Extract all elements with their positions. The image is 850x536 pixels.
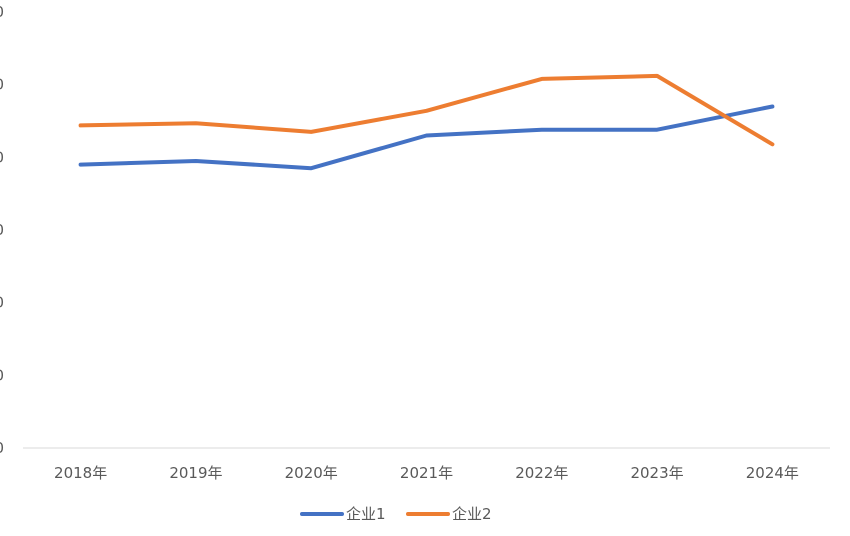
y-tick-label: 0 (0, 148, 4, 166)
x-tick-label: 2023年 (630, 464, 683, 482)
x-tick-label: 2021年 (400, 464, 453, 482)
y-tick-label: 0 (0, 439, 4, 457)
x-axis: 2018年 2019年 2020年 2021年 2022年 2023年 2024年 (23, 447, 830, 482)
series-layer (78, 73, 775, 171)
y-axis: 0 0 0 0 0 0 0 (0, 3, 4, 457)
y-tick-label: 0 (0, 3, 4, 21)
x-tick-label: 2020年 (285, 464, 338, 482)
legend-label-1: 企业1 (346, 505, 386, 523)
y-tick-label: 0 (0, 366, 4, 384)
y-tick-label: 0 (0, 221, 4, 239)
x-tick-label: 2022年 (515, 464, 568, 482)
y-tick-label: 0 (0, 294, 4, 312)
y-tick-label: 0 (0, 76, 4, 94)
series-line-1 (78, 104, 775, 171)
series-line-2 (78, 73, 775, 147)
x-tick-label: 2018年 (54, 464, 107, 482)
x-tick-label: 2024年 (746, 464, 799, 482)
legend-label-2: 企业2 (452, 505, 492, 523)
x-tick-label: 2019年 (169, 464, 222, 482)
legend: 企业1 企业2 (300, 505, 492, 523)
